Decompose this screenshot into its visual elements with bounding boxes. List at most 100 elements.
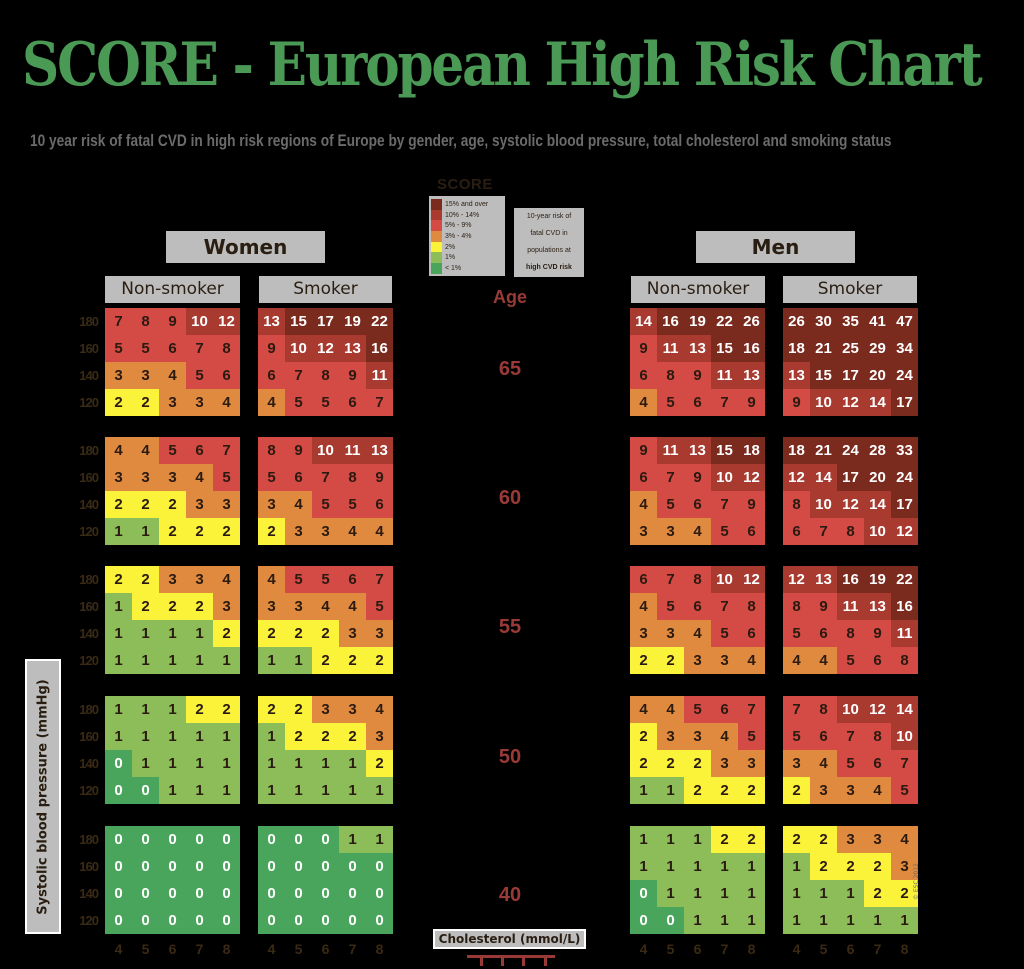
risk-cell: 0 — [285, 853, 312, 880]
women-non-smoker-header: Non-smoker — [105, 276, 240, 303]
risk-cell: 29 — [864, 335, 891, 362]
women-smoker-header: Smoker — [259, 276, 392, 303]
risk-cell: 0 — [213, 880, 240, 907]
risk-cell: 1 — [864, 907, 891, 934]
risk-cell: 16 — [738, 335, 765, 362]
risk-cell: 0 — [630, 880, 657, 907]
risk-cell: 1 — [186, 723, 213, 750]
risk-cell: 0 — [159, 853, 186, 880]
risk-cell: 2 — [159, 593, 186, 620]
risk-cell: 12 — [864, 696, 891, 723]
risk-cell: 2 — [213, 620, 240, 647]
risk-cell: 2 — [132, 593, 159, 620]
risk-cell: 5 — [213, 464, 240, 491]
risk-cell: 3 — [366, 723, 393, 750]
risk-cell: 8 — [864, 723, 891, 750]
risk-cell: 1 — [285, 647, 312, 674]
risk-cell: 5 — [285, 566, 312, 593]
risk-cell: 1 — [105, 696, 132, 723]
age-label: 50 — [498, 746, 522, 768]
risk-cell: 3 — [186, 389, 213, 416]
score-logo: SCORE — [437, 176, 493, 193]
risk-cell: 16 — [366, 335, 393, 362]
risk-cell: 3 — [837, 826, 864, 853]
cholesterol-tick-label: 7 — [873, 941, 882, 957]
risk-cell: 22 — [711, 308, 738, 335]
risk-cell: 26 — [783, 308, 810, 335]
risk-cell: 0 — [285, 826, 312, 853]
risk-cell: 1 — [186, 777, 213, 804]
risk-cell: 2 — [339, 723, 366, 750]
risk-cell: 2 — [837, 853, 864, 880]
risk-cell: 1 — [312, 750, 339, 777]
risk-cell: 4 — [630, 491, 657, 518]
risk-cell: 10 — [891, 723, 918, 750]
risk-cell: 1 — [105, 593, 132, 620]
risk-cell: 5 — [891, 777, 918, 804]
risk-cell: 5 — [105, 335, 132, 362]
risk-cell: 1 — [684, 880, 711, 907]
risk-cell: 1 — [783, 907, 810, 934]
risk-cell: 6 — [630, 362, 657, 389]
bp-tick-label: 140 — [79, 368, 99, 383]
legend-item: 15% and over — [431, 199, 505, 210]
risk-cell: 0 — [366, 853, 393, 880]
risk-cell: 17 — [312, 308, 339, 335]
risk-cell: 0 — [312, 826, 339, 853]
risk-cell: 1 — [105, 620, 132, 647]
risk-cell: 1 — [159, 750, 186, 777]
risk-cell: 26 — [738, 308, 765, 335]
x-axis-label: Cholesterol (mmol/L) — [433, 929, 586, 949]
risk-cell: 3 — [213, 491, 240, 518]
risk-cell: 1 — [213, 750, 240, 777]
risk-cell: 1 — [657, 853, 684, 880]
risk-cell: 0 — [630, 907, 657, 934]
risk-cell: 30 — [810, 308, 837, 335]
bp-axis-labels: 180 160 140 120 — [68, 826, 99, 934]
risk-cell: 1 — [159, 777, 186, 804]
legend-note-line: populations at — [527, 247, 571, 254]
risk-cell: 5 — [312, 566, 339, 593]
men-non-smoker-header: Non-smoker — [631, 276, 765, 303]
bp-tick-label: 160 — [79, 859, 99, 874]
risk-cell: 6 — [159, 335, 186, 362]
risk-cell: 15 — [711, 437, 738, 464]
risk-cell: 4 — [366, 696, 393, 723]
risk-cell: 3 — [657, 518, 684, 545]
risk-cell: 2 — [810, 826, 837, 853]
grid-women-smoker-age-60: 8 9 10 11 13 5 6 7 8 9 3 4 5 5 6 2 3 3 4 4 — [258, 437, 393, 545]
bp-tick-label: 140 — [79, 626, 99, 641]
risk-cell: 3 — [159, 389, 186, 416]
risk-cell: 8 — [312, 362, 339, 389]
risk-cell: 5 — [783, 620, 810, 647]
age-label: 65 — [498, 358, 522, 380]
risk-cell: 7 — [657, 464, 684, 491]
risk-cell: 10 — [312, 437, 339, 464]
risk-cell: 14 — [864, 491, 891, 518]
risk-cell: 34 — [891, 335, 918, 362]
risk-cell: 5 — [312, 491, 339, 518]
risk-cell: 0 — [132, 880, 159, 907]
risk-cell: 3 — [366, 620, 393, 647]
risk-cell: 3 — [630, 518, 657, 545]
risk-cell: 0 — [186, 853, 213, 880]
risk-cell: 5 — [657, 593, 684, 620]
risk-cell: 7 — [366, 566, 393, 593]
cholesterol-tick-label: 6 — [693, 941, 702, 957]
risk-cell: 2 — [366, 647, 393, 674]
risk-cell: 9 — [630, 335, 657, 362]
risk-cell: 2 — [630, 647, 657, 674]
risk-cell: 1 — [132, 750, 159, 777]
risk-cell: 1 — [258, 647, 285, 674]
cholesterol-tick-label: 8 — [900, 941, 909, 957]
risk-cell: 5 — [783, 723, 810, 750]
risk-cell: 9 — [738, 389, 765, 416]
risk-cell: 4 — [657, 696, 684, 723]
risk-cell: 8 — [132, 308, 159, 335]
risk-cell: 12 — [783, 566, 810, 593]
risk-cell: 0 — [186, 880, 213, 907]
risk-cell: 9 — [285, 437, 312, 464]
risk-cell: 0 — [258, 853, 285, 880]
risk-cell: 6 — [630, 566, 657, 593]
